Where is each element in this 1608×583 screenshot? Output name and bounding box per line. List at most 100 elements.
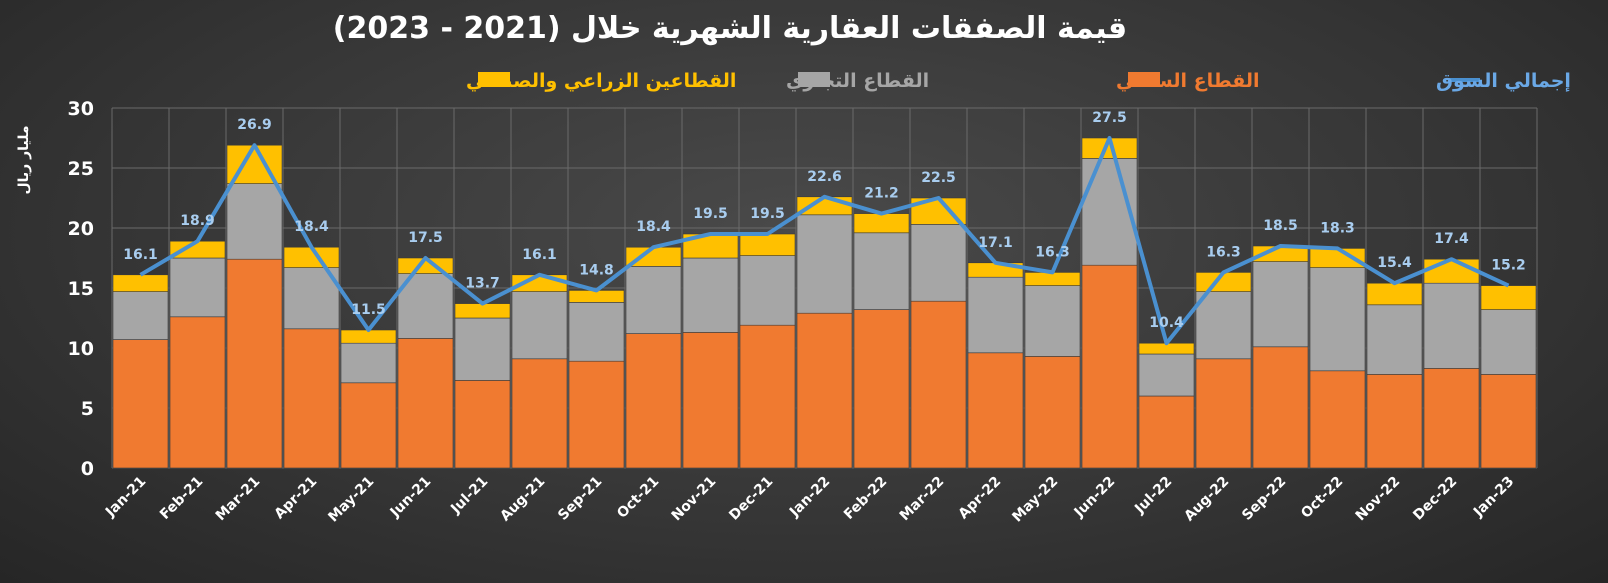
x-tick-label: Oct-21 (614, 474, 662, 522)
data-label: 22.5 (921, 170, 956, 186)
commercial-bar (511, 291, 568, 360)
legend-item: إجمالي السوق (1436, 70, 1571, 92)
data-label: 15.2 (1491, 258, 1526, 274)
agri-industrial-bar (454, 303, 511, 319)
y-tick-label: 10 (68, 338, 94, 360)
commercial-bar (226, 183, 283, 260)
commercial-bar (682, 257, 739, 333)
y-axis-label: مليار ريال (16, 125, 32, 194)
commercial-bar (169, 257, 226, 318)
data-label: 16.1 (522, 247, 557, 263)
agri-industrial-bar (169, 240, 226, 259)
agri-industrial-bar (1480, 285, 1537, 310)
x-tick-label: Sep-21 (555, 474, 605, 524)
grid: 0 5 10 15 20 25 30 (68, 98, 1538, 480)
data-label: 14.8 (579, 262, 614, 278)
residential-bar (1138, 395, 1195, 469)
data-label: 26.9 (237, 117, 272, 133)
legend-swatch (798, 72, 830, 87)
data-label: 16.3 (1035, 244, 1070, 260)
residential-bar (625, 333, 682, 469)
residential-bar (226, 258, 283, 469)
data-label: 21.2 (864, 186, 899, 202)
y-tick-label: 5 (81, 398, 94, 420)
data-label: 17.1 (978, 235, 1013, 251)
x-tick-label: Jul-22 (1131, 474, 1175, 518)
x-tick-label: Jun-22 (1071, 474, 1119, 522)
legend-item: القطاع السكني (1116, 70, 1260, 92)
residential-bar (112, 339, 169, 469)
x-tick-label: Mar-21 (213, 474, 264, 525)
residential-bar (796, 312, 853, 469)
commercial-bar (853, 232, 910, 310)
x-tick-label: May-21 (325, 474, 377, 526)
data-label: 17.5 (408, 230, 443, 246)
data-label: 17.4 (1434, 231, 1469, 247)
x-tick-label: Mar-22 (897, 474, 948, 525)
residential-bar (397, 338, 454, 469)
residential-bar (169, 316, 226, 469)
data-label: 27.5 (1092, 110, 1127, 126)
residential-bar (1366, 374, 1423, 469)
commercial-bar (1138, 353, 1195, 397)
commercial-bar (454, 317, 511, 381)
data-labels: 16.1 18.9 26.9 18.4 11.5 17.5 13.7 16.1 14.8 18.4… (123, 110, 1526, 331)
commercial-bar (1195, 291, 1252, 360)
commercial-bar (112, 291, 169, 340)
bars (112, 137, 1537, 469)
y-tick-label: 30 (68, 98, 94, 120)
total-line-path (139, 136, 1510, 346)
residential-bar (1480, 374, 1537, 469)
x-tick-label: May-22 (1009, 474, 1061, 526)
commercial-bar (397, 273, 454, 339)
commercial-bar (1252, 261, 1309, 348)
x-tick-label: Apr-22 (955, 474, 1004, 523)
agri-industrial-bar (1423, 258, 1480, 284)
data-label: 22.6 (807, 169, 842, 185)
residential-bar (739, 324, 796, 469)
commercial-bar (796, 214, 853, 314)
total-line (139, 136, 1510, 346)
residential-bar (1252, 346, 1309, 469)
data-label: 11.5 (351, 302, 386, 318)
x-tick-label: Jan-22 (786, 474, 833, 521)
legend-label: القطاع التجاري (786, 70, 929, 93)
residential-bar (454, 380, 511, 469)
data-label: 18.5 (1263, 218, 1298, 234)
agri-industrial-bar (853, 213, 910, 234)
residential-bar (1024, 356, 1081, 469)
residential-bar (283, 328, 340, 469)
x-tick-label: Apr-21 (271, 474, 320, 523)
x-tick-label: Jan-23 (1470, 474, 1517, 521)
x-tick-label: Nov-21 (669, 474, 720, 525)
x-tick-label: Jun-21 (387, 474, 435, 522)
y-tick-label: 20 (68, 218, 94, 240)
x-tick-label: Jan-21 (102, 474, 149, 521)
data-label: 15.4 (1377, 255, 1412, 271)
x-tick-label: Dec-22 (1410, 474, 1460, 524)
residential-bar (340, 382, 397, 469)
residential-bar (910, 300, 967, 469)
data-label: 18.3 (1320, 220, 1355, 236)
legend-swatch (478, 72, 510, 87)
x-tick-label: Nov-22 (1353, 474, 1404, 525)
residential-bar (853, 309, 910, 469)
commercial-bar (283, 267, 340, 330)
data-label: 19.5 (693, 206, 728, 222)
legend-swatch (1128, 72, 1160, 87)
commercial-bar (1366, 304, 1423, 375)
legend-label: إجمالي السوق (1436, 70, 1571, 92)
y-tick-label: 15 (68, 278, 94, 300)
commercial-bar (739, 255, 796, 326)
data-label: 10.4 (1149, 315, 1184, 331)
legend-item: القطاع التجاري (786, 70, 929, 93)
data-label: 19.5 (750, 206, 785, 222)
commercial-bar (1309, 267, 1366, 372)
data-label: 16.1 (123, 247, 158, 263)
residential-bar (1195, 358, 1252, 469)
commercial-bar (1480, 309, 1537, 375)
commercial-bar (625, 266, 682, 334)
commercial-bar (1024, 285, 1081, 357)
agri-industrial-bar (739, 233, 796, 256)
